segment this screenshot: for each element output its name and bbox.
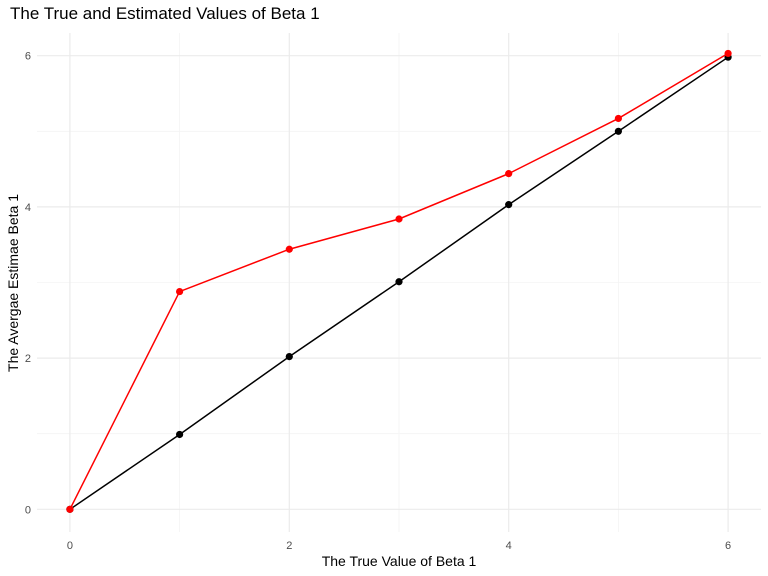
y-tick-label: 0 bbox=[25, 504, 31, 516]
data-point bbox=[176, 287, 184, 296]
data-point bbox=[285, 245, 293, 253]
data-point bbox=[395, 278, 403, 286]
x-tick-label: 0 bbox=[67, 540, 73, 552]
x-axis-title: The True Value of Beta 1 bbox=[322, 553, 477, 569]
data-point bbox=[614, 114, 622, 123]
chart-title: The True and Estimated Values of Beta 1 bbox=[10, 4, 320, 23]
x-tick-label: 4 bbox=[506, 540, 512, 552]
data-point bbox=[505, 201, 513, 209]
data-point bbox=[176, 430, 184, 439]
data-point bbox=[66, 505, 74, 513]
y-tick-label: 6 bbox=[25, 51, 31, 63]
y-tick-labels: 0 2 4 6 bbox=[25, 51, 31, 517]
x-tick-label: 2 bbox=[286, 540, 292, 552]
y-tick-label: 2 bbox=[25, 353, 31, 365]
y-tick-label: 4 bbox=[25, 202, 31, 214]
x-tick-labels: 0 2 4 6 bbox=[67, 540, 731, 552]
series-layer bbox=[66, 49, 732, 513]
data-point bbox=[724, 49, 732, 58]
data-point bbox=[285, 352, 293, 361]
data-point bbox=[395, 215, 403, 223]
data-point bbox=[614, 127, 622, 135]
y-axis-title: The Avergae Estimae Beta 1 bbox=[5, 194, 21, 372]
x-tick-label: 6 bbox=[725, 540, 731, 552]
data-point bbox=[505, 170, 513, 178]
series-2 bbox=[66, 49, 732, 513]
